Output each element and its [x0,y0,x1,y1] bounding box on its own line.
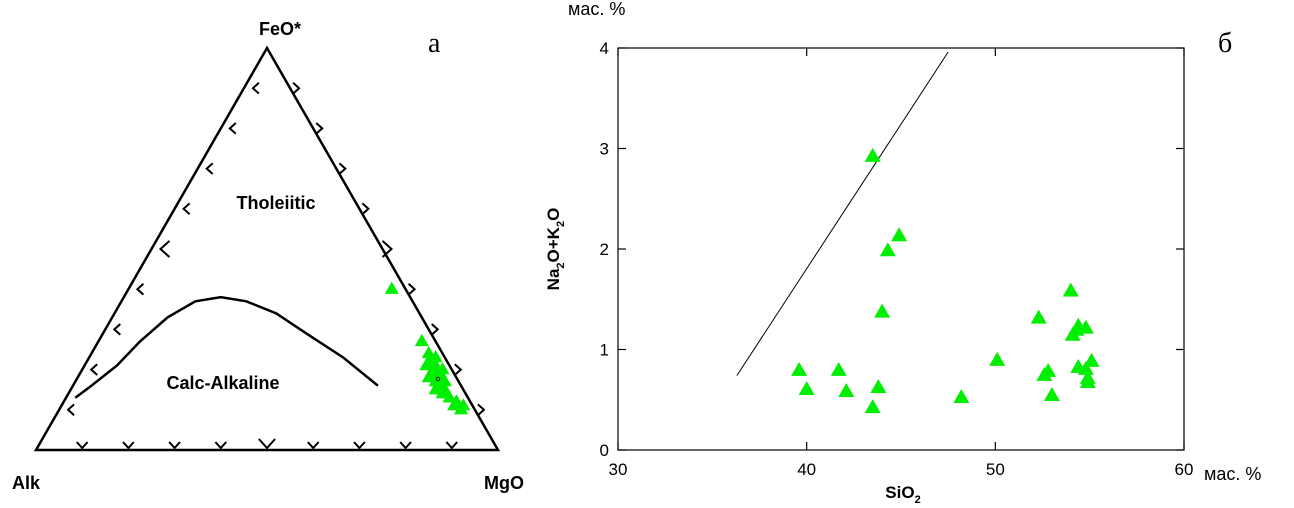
plot-frame [617,47,1185,451]
ternary-tick [135,283,145,296]
ternary-point [435,386,450,399]
ternary-tick [122,441,135,450]
y-label-ok: O+K [544,226,563,262]
y-unit-label: мас. % [568,0,625,19]
ternary-point [447,398,462,411]
region-label-tholeiitic: Tholeiitic [236,193,315,213]
ternary-point [421,370,436,383]
x-tick-label: 40 [797,460,816,479]
tas-point [864,399,881,414]
ternary-point [384,281,399,294]
y-label-sub-1: 2 [555,262,567,268]
y-tick-label: 1 [600,341,609,360]
y-tick-label: 3 [600,140,609,159]
ternary-frame [33,45,501,452]
vertex-right-label: MgO [484,473,524,493]
ternary-tick [258,438,276,450]
tas-point [1077,360,1094,375]
tas-point [891,227,908,242]
ternary-tick [361,202,370,215]
x-unit-label: мас. % [1204,464,1261,484]
ternary-tick [292,82,301,95]
ternary-tick [381,240,393,258]
y-tick-label: 2 [600,240,609,259]
axis-tick-labels: 30 40 50 60 0 1 2 3 4 [600,39,1194,479]
tas-point [1062,282,1079,297]
ternary-tick [307,441,320,450]
ternary-tick [214,441,227,450]
tas-point [1043,387,1060,402]
tas-point [1079,374,1096,388]
ternary-point [414,333,429,347]
ternary-tick [66,403,75,416]
ternary-tick [454,363,463,376]
ternary-tick [445,441,458,450]
ternary-tick [315,122,324,135]
ternary-point [428,349,443,363]
ternary-tick [205,162,214,175]
ternary-tick [338,162,347,175]
vertex-left-label: Alk [12,473,41,493]
ternary-tick [407,283,417,296]
ternary-point [421,345,436,359]
ternary-points [384,281,471,415]
tas-point [874,303,891,318]
small-circle-mark [435,376,441,382]
ternary-tick [159,240,171,258]
y-tick-label: 0 [600,441,609,460]
tas-point [798,381,815,395]
ternary-tick [76,441,89,450]
ternary-tick [399,441,412,450]
vertex-top-label: FeO* [259,19,301,39]
tas-point [1077,319,1094,334]
tas-points [791,147,1100,414]
ternary-tick [477,403,486,416]
ternary-point [419,358,434,371]
tas-point [838,383,855,397]
y-label-sub-2: 2 [555,221,567,227]
tas-point [830,361,847,376]
tas-point [879,242,896,257]
y-axis-label: Na2O+K2O [544,208,567,291]
ternary-tick [89,363,98,376]
ternary-tick [353,441,366,450]
x-tick-label: 50 [986,460,1005,479]
ternary-tick [168,441,181,450]
tas-point [953,389,970,404]
ternary-tick-marks [66,82,486,450]
ternary-tick [228,122,237,135]
region-label-calc-alkaline: Calc-Alkaline [166,373,279,393]
tas-point [864,147,881,162]
x-tick-label: 60 [1175,460,1194,479]
y-label-na: Na [544,268,563,290]
panel-label-a: а [428,28,441,59]
y-label-o: O [544,208,563,221]
ternary-diagram: FeO* Alk MgO а Tholeiitic Calc-Alkaline [12,19,524,493]
ternary-tick [251,82,260,95]
ternary-tick [431,323,440,336]
ternary-tick [182,202,191,215]
tas-point [989,351,1006,366]
tholeiitic-calc-alkaline-boundary [74,295,379,399]
x-tick-label: 30 [609,460,628,479]
ternary-point [442,390,457,403]
ternary-point [454,402,469,415]
ternary-point [437,374,452,387]
x-axis-label-main: SiO [885,483,914,502]
panel-label-b: б [1218,28,1232,59]
tas-point [1083,352,1100,367]
y-tick-label: 4 [600,39,609,58]
tas-point [1030,309,1047,324]
ternary-tick [112,323,121,336]
axis-ticks [617,47,1185,451]
boundary-line [736,51,949,376]
tas-point [791,361,808,376]
x-axis-label: SiO2 [885,483,920,506]
x-axis-label-sub: 2 [915,494,921,506]
tas-point [870,379,887,393]
tas-point [1040,362,1057,377]
ternary-point [428,382,443,395]
